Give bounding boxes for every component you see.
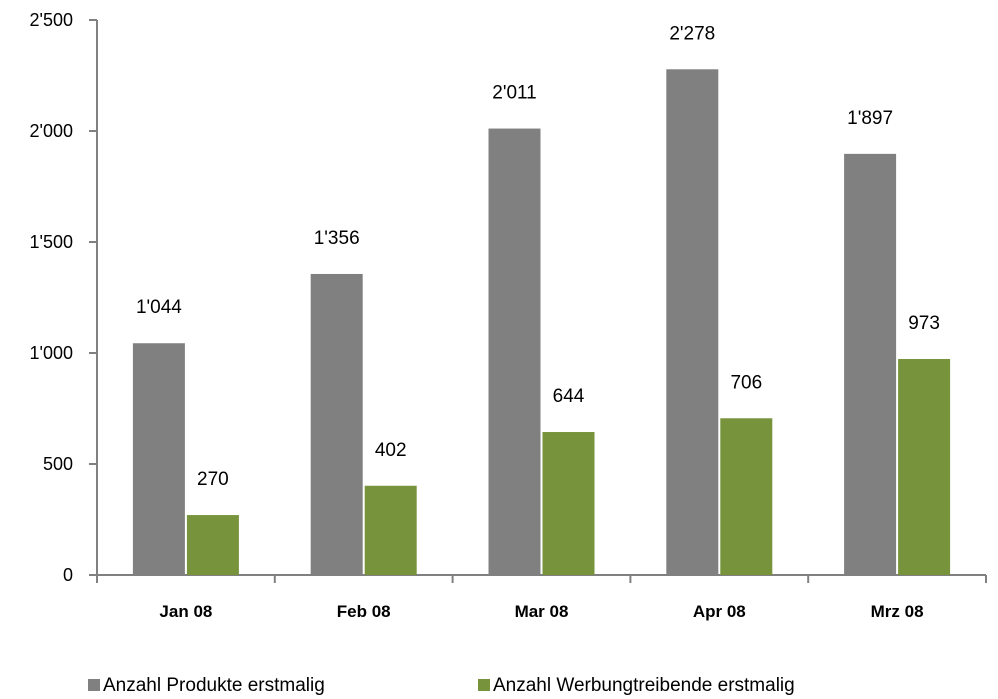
y-tick-label: 2'000 (30, 121, 73, 141)
data-label: 2'278 (669, 23, 715, 44)
legend-swatch (88, 679, 100, 691)
y-tick-label: 0 (63, 565, 73, 585)
y-tick-label: 1'500 (30, 232, 73, 252)
legend-label: Anzahl Produkte erstmalig (103, 675, 325, 696)
bar-series-1 (666, 69, 719, 575)
legend-label: Anzahl Werbungtreibende erstmalig (493, 675, 795, 696)
x-tick-label: Feb 08 (337, 602, 391, 621)
data-label: 402 (375, 440, 407, 461)
y-tick-label: 1'000 (30, 343, 73, 363)
data-label: 644 (553, 386, 585, 407)
bar-series-2 (720, 418, 773, 575)
bar-series-2 (898, 358, 951, 575)
bar-series-2 (186, 515, 239, 575)
bar-series-2 (542, 432, 595, 575)
data-label: 270 (197, 469, 229, 490)
legend: Anzahl Produkte erstmalig Anzahl Werbungt… (88, 675, 795, 696)
data-label: 1'044 (136, 297, 182, 318)
data-label: 1'897 (847, 108, 893, 129)
plot-area: 0 500 1'000 1'500 2'000 2'500 1'044 270 Jan 08 1'… (30, 10, 987, 621)
x-tick-label: Mar 08 (515, 602, 569, 621)
legend-swatch (478, 679, 490, 691)
bar-series-1 (488, 128, 541, 576)
data-label: 706 (730, 372, 762, 393)
y-tick-label: 500 (43, 454, 73, 474)
bar-series-1 (844, 153, 897, 575)
x-tick-label: Jan 08 (159, 602, 212, 621)
x-tick-label: Apr 08 (693, 602, 746, 621)
data-label: 973 (908, 313, 940, 334)
x-tick-label: Mrz 08 (871, 602, 924, 621)
bar-series-1 (310, 273, 363, 575)
data-label: 2'011 (492, 83, 537, 104)
bar-series-2 (364, 485, 417, 575)
bar-series-1 (132, 343, 185, 575)
data-label: 1'356 (314, 228, 360, 249)
y-tick-label: 2'500 (30, 10, 73, 30)
